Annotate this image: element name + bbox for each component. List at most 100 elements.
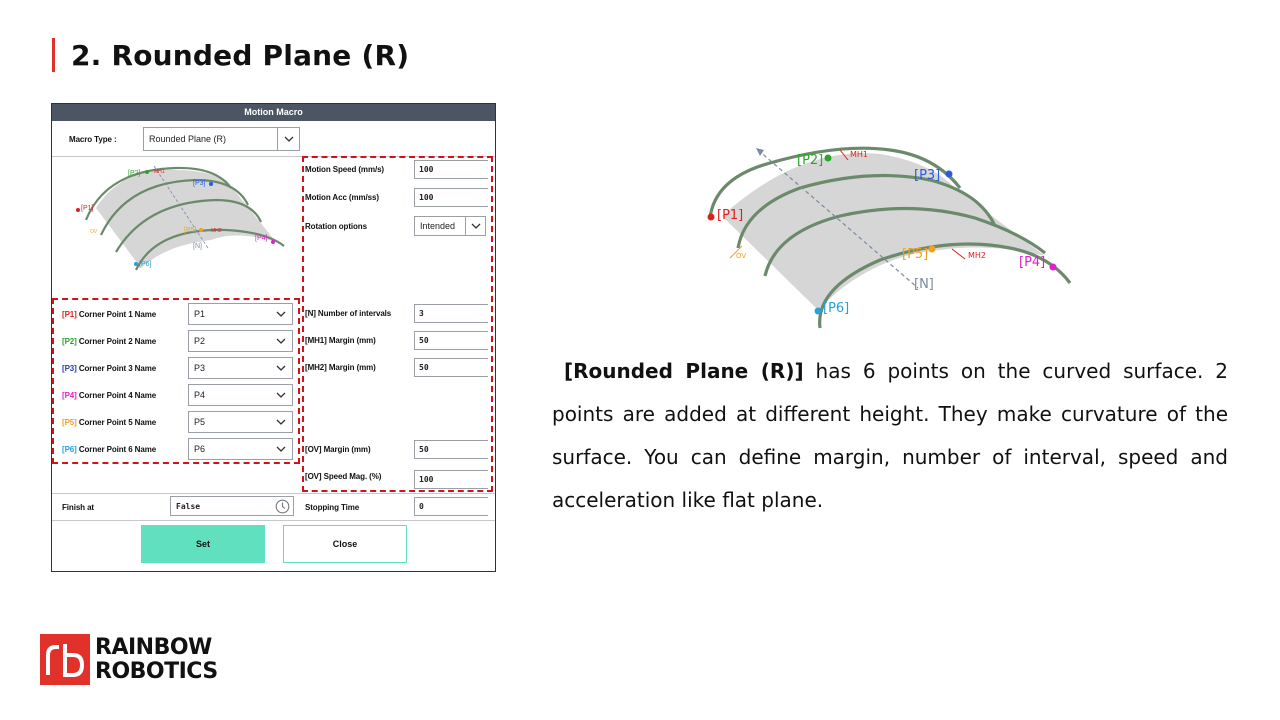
- chevron-down-icon[interactable]: [270, 412, 292, 432]
- logo-line-2: ROBOTICS: [95, 658, 218, 684]
- corner-point-value: P1: [194, 309, 206, 319]
- motion-acc-label: Motion Acc (mm/ss): [305, 193, 379, 202]
- stopping-time-input[interactable]: 0: [414, 497, 488, 516]
- macro-type-select[interactable]: Rounded Plane (R): [143, 127, 300, 151]
- corner-point-3-select[interactable]: P3: [188, 357, 293, 379]
- diagram-p2-label: [P2]: [797, 153, 823, 168]
- corner-point-value: P6: [194, 444, 206, 454]
- logo-text: RAINBOW ROBOTICS: [95, 634, 218, 684]
- description-bold: [Rounded Plane (R)]: [563, 359, 804, 383]
- corner-point-value: P3: [194, 363, 206, 373]
- motion-macro-dialog: Motion Macro Macro Type : Rounded Plane …: [51, 103, 496, 572]
- thumb-p6-label: [P6]: [139, 261, 152, 268]
- diagram-mh2-label: MH2: [968, 251, 986, 260]
- mh2-margin-input[interactable]: 50: [414, 358, 488, 377]
- chevron-down-icon[interactable]: [270, 358, 292, 378]
- corner-point-label: Corner Point 5 Name: [78, 418, 157, 427]
- divider: [52, 520, 495, 521]
- divider: [52, 493, 495, 494]
- ov-speed-label: [OV] Speed Mag. (%): [305, 472, 382, 481]
- intervals-input[interactable]: 3: [414, 304, 488, 323]
- dialog-header: Motion Macro: [52, 104, 495, 121]
- motion-speed-label: Motion Speed (mm/s): [305, 165, 384, 174]
- rotation-options-label: Rotation options: [305, 222, 367, 231]
- corner-point-tag: [P3]: [62, 364, 77, 373]
- corner-point-label: Corner Point 6 Name: [78, 445, 157, 454]
- thumb-p1-label: [P1]: [81, 205, 94, 212]
- ov-speed-input[interactable]: 100: [414, 470, 488, 489]
- corner-point-label: Corner Point 3 Name: [78, 364, 157, 373]
- chevron-down-icon[interactable]: [270, 439, 292, 459]
- corner-point-5-select[interactable]: P5: [188, 411, 293, 433]
- thumb-n-label: [N]: [193, 243, 202, 250]
- thumb-p3-label: [P3]: [193, 180, 206, 187]
- rb-logo-icon: [40, 634, 90, 685]
- corner-point-4-select[interactable]: P4: [188, 384, 293, 406]
- diagram-n-label: [N]: [914, 277, 934, 292]
- rainbow-robotics-logo: RAINBOW ROBOTICS: [40, 634, 218, 685]
- finish-at-input[interactable]: False: [170, 496, 294, 516]
- ov-margin-input[interactable]: 50: [414, 440, 488, 459]
- chevron-down-icon[interactable]: [270, 304, 292, 324]
- chevron-down-icon[interactable]: [277, 128, 299, 150]
- page-title: 2. Rounded Plane (R): [71, 38, 410, 72]
- description-text: has 6 points on the curved surface. 2 po…: [552, 359, 1229, 512]
- corner-point-1-select[interactable]: P1: [188, 303, 293, 325]
- diagram-p3-label: [P3]: [914, 168, 940, 183]
- finish-at-value: False: [176, 501, 201, 511]
- motion-speed-input[interactable]: 100: [414, 160, 488, 179]
- corner-points-group: [52, 298, 300, 464]
- divider: [52, 156, 495, 157]
- corner-point-label: Corner Point 4 Name: [78, 391, 157, 400]
- corner-point-value: P2: [194, 336, 206, 346]
- chevron-down-icon[interactable]: [270, 385, 292, 405]
- chevron-down-icon[interactable]: [465, 217, 485, 235]
- thumb-mh2-label: MH2: [211, 228, 222, 234]
- thumb-p2-label: [P2]: [128, 170, 141, 177]
- diagram-mh1-label: MH1: [850, 150, 868, 159]
- diagram-p4-label: [P4]: [1019, 255, 1045, 270]
- diagram-p6-label: [P6]: [823, 301, 849, 316]
- stopping-time-label: Stopping Time: [305, 503, 360, 512]
- corner-point-tag: [P2]: [62, 337, 77, 346]
- motion-acc-input[interactable]: 100: [414, 188, 488, 207]
- thumb-mh1-label: MH1: [154, 169, 165, 175]
- mh1-margin-input[interactable]: 50: [414, 331, 488, 350]
- diagram-ov-label: OV: [736, 252, 746, 260]
- clock-icon[interactable]: [275, 499, 290, 516]
- rounded-plane-thumbnail: [P1] [P2] MH1 [P3] [P4] [P5] MH2 [N] [P6…: [76, 165, 285, 271]
- description: [Rounded Plane (R)] has 6 points on the …: [552, 350, 1228, 522]
- corner-point-value: P4: [194, 390, 206, 400]
- intervals-label: [N] Number of intervals: [305, 309, 392, 318]
- diagram-p5-label: [P5]: [902, 247, 928, 262]
- thumb-p4-label: [P4]: [255, 235, 268, 242]
- slide-title: 2. Rounded Plane (R): [52, 38, 409, 72]
- close-button[interactable]: Close: [283, 525, 407, 563]
- corner-point-value: P5: [194, 417, 206, 427]
- corner-point-2-select[interactable]: P2: [188, 330, 293, 352]
- ov-margin-label: [OV] Margin (mm): [305, 445, 371, 454]
- thumb-ov-label: OV: [90, 229, 98, 235]
- macro-type-label: Macro Type :: [69, 135, 117, 144]
- corner-point-tag: [P5]: [62, 418, 77, 427]
- rounded-plane-diagram: [P1] [P2] MH1 [P3] [P4] [P5] MH2 [N] [P6…: [707, 146, 1072, 329]
- diagram-p1-label: [P1]: [717, 208, 743, 223]
- macro-type-value: Rounded Plane (R): [149, 134, 227, 144]
- rotation-options-value: Intended: [420, 221, 456, 231]
- corner-point-label: Corner Point 2 Name: [78, 337, 157, 346]
- mh1-margin-label: [MH1] Margin (mm): [305, 336, 376, 345]
- title-accent-bar: [52, 38, 55, 72]
- finish-at-label: Finish at: [62, 503, 94, 512]
- motion-parameters-group: [302, 156, 493, 492]
- corner-point-label: Corner Point 1 Name: [78, 310, 157, 319]
- mh2-margin-label: [MH2] Margin (mm): [305, 363, 376, 372]
- logo-line-1: RAINBOW: [95, 634, 212, 660]
- corner-point-tag: [P4]: [62, 391, 77, 400]
- corner-point-tag: [P1]: [62, 310, 77, 319]
- chevron-down-icon[interactable]: [270, 331, 292, 351]
- corner-point-tag: [P6]: [62, 445, 77, 454]
- set-button[interactable]: Set: [141, 525, 265, 563]
- thumb-p5-label: [P5]: [184, 227, 197, 234]
- rotation-options-select[interactable]: Intended: [414, 216, 486, 236]
- corner-point-6-select[interactable]: P6: [188, 438, 293, 460]
